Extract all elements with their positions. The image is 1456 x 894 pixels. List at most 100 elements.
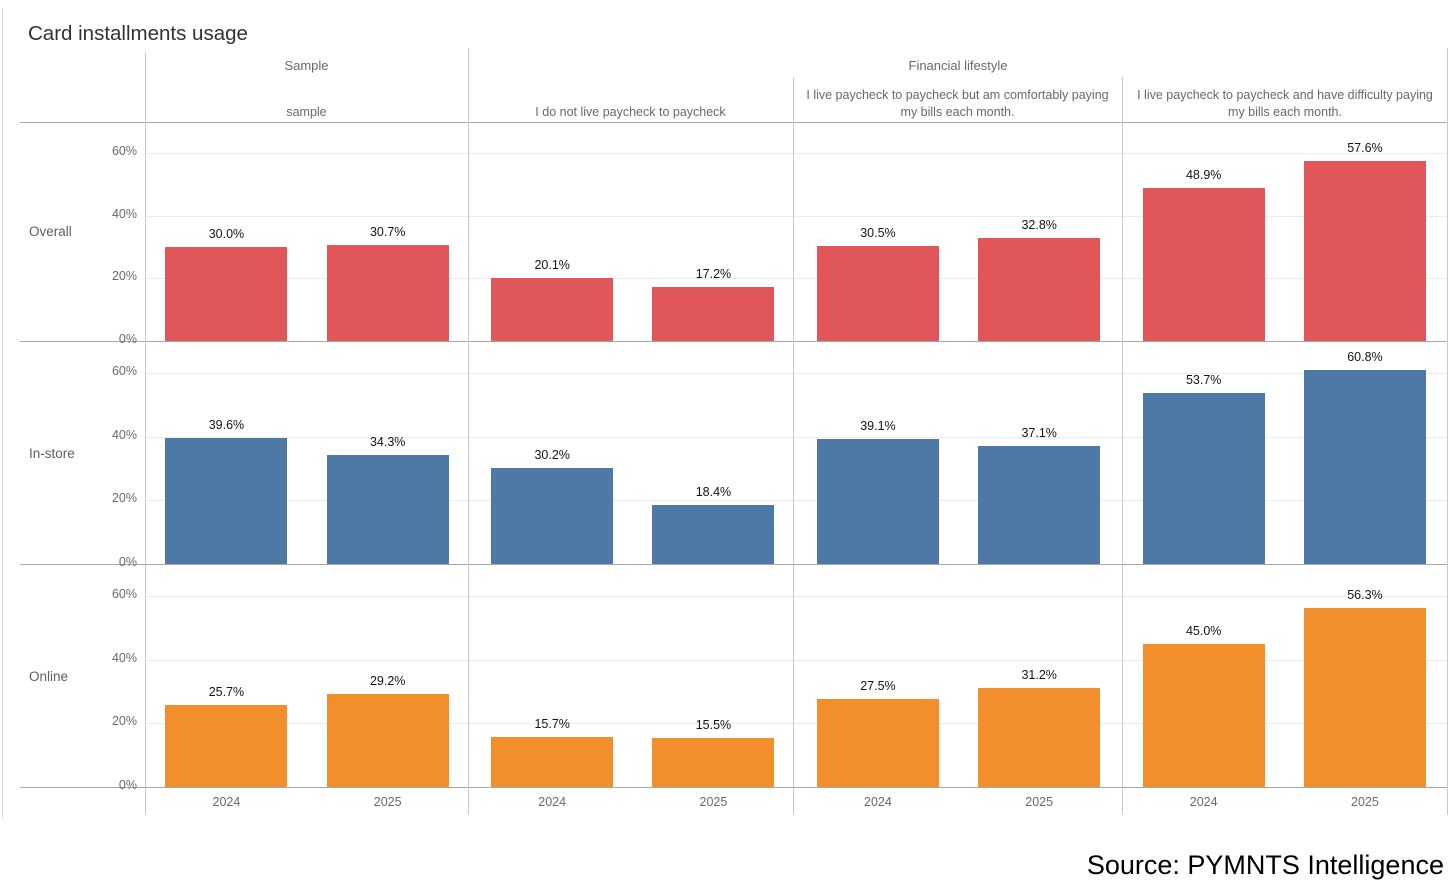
column-divider-line — [145, 52, 146, 815]
gridline — [145, 659, 1448, 661]
bar-value-label: 30.5% — [860, 225, 896, 240]
bar-value-label: 48.9% — [1185, 168, 1222, 182]
bar — [652, 287, 775, 341]
y-tick-label: 60% — [111, 363, 137, 378]
column-subheader-sample: sample — [145, 74, 468, 120]
bar — [165, 437, 288, 564]
source-credit: Source: PYMNTS Intelligence — [1086, 850, 1444, 880]
column-divider-line — [1447, 48, 1448, 815]
bar — [816, 699, 939, 787]
row-label-overall: Overall — [29, 224, 72, 239]
row-separator-line — [20, 787, 1448, 788]
bar-value-label: 57.6% — [1347, 140, 1383, 155]
gridline — [145, 215, 1448, 217]
bar-value-label: 29.2% — [369, 673, 406, 688]
x-tick-label: 2024 — [864, 795, 892, 809]
bar — [165, 247, 288, 341]
column-subheader-paycheck-comfortable: I live paycheck to paycheck but am comfo… — [793, 74, 1122, 120]
column-subheader-text: sample — [286, 104, 327, 119]
bar — [491, 278, 614, 341]
bar — [326, 244, 449, 341]
row-separator-line — [20, 122, 1448, 123]
x-tick-label: 2024 — [1189, 795, 1218, 809]
bar-value-label: 39.6% — [208, 417, 245, 432]
left-border-line — [2, 8, 3, 818]
chart-title: Card installments usage — [28, 22, 248, 45]
bar — [165, 705, 288, 787]
bar — [1142, 643, 1265, 787]
bar-value-label: 25.7% — [208, 685, 245, 700]
bar-value-label: 30.0% — [208, 227, 245, 242]
bar-value-label: 34.3% — [369, 434, 406, 449]
row-separator-line — [20, 341, 1448, 342]
bar — [1303, 607, 1426, 787]
y-tick-label: 20% — [111, 491, 137, 506]
gridline — [145, 500, 1448, 502]
bar — [326, 693, 449, 787]
bar-value-label: 39.1% — [860, 419, 896, 434]
column-divider-line — [793, 77, 794, 815]
bar-value-label: 60.8% — [1347, 350, 1383, 365]
y-tick-label: 60% — [111, 144, 137, 159]
bar — [1142, 188, 1265, 341]
bar-value-label: 56.3% — [1347, 587, 1383, 602]
bar — [491, 736, 614, 787]
column-subheader-text: I live paycheck to paycheck and have dif… — [1137, 88, 1433, 119]
gridline — [145, 278, 1448, 280]
column-subheader-text: I live paycheck to paycheck but am comfo… — [806, 88, 1109, 119]
bar-value-label: 17.2% — [695, 267, 732, 282]
x-tick-label: 2025 — [373, 795, 402, 809]
bar — [326, 454, 449, 564]
y-tick-label: 0% — [118, 555, 137, 569]
x-tick-label: 2024 — [212, 795, 241, 809]
x-tick-label: 2025 — [1025, 795, 1054, 809]
row-separator-line — [20, 564, 1448, 565]
y-tick-label: 40% — [111, 427, 137, 442]
bar — [491, 467, 614, 564]
row-label-online: Online — [29, 669, 69, 684]
bar-value-label: 15.5% — [695, 717, 732, 732]
bar — [1303, 370, 1426, 564]
bar — [652, 737, 775, 787]
y-tick-label: 0% — [118, 332, 137, 346]
row-label-in-store: In-store — [29, 446, 75, 461]
bar-value-label: 45.0% — [1185, 623, 1222, 638]
gridline — [145, 436, 1448, 438]
column-divider-line — [468, 48, 469, 815]
bar — [1303, 160, 1426, 341]
bar — [816, 439, 939, 564]
column-subheader-text: I do not live paycheck to paycheck — [535, 104, 726, 119]
bar-value-label: 37.1% — [1021, 425, 1057, 440]
bar-value-label: 18.4% — [695, 485, 732, 500]
gridline — [145, 372, 1448, 374]
y-tick-label: 0% — [118, 778, 137, 792]
x-tick-label: 2025 — [1351, 795, 1379, 809]
y-tick-label: 60% — [111, 586, 137, 601]
y-tick-label: 20% — [111, 714, 137, 729]
bar-value-label: 30.7% — [369, 224, 406, 239]
bar-value-label: 20.1% — [534, 258, 570, 273]
y-tick-label: 40% — [111, 206, 137, 221]
bar — [978, 238, 1101, 341]
bar — [978, 687, 1101, 787]
gridline — [145, 153, 1448, 155]
column-subheader-paycheck-difficulty: I live paycheck to paycheck and have dif… — [1122, 74, 1448, 120]
column-subheader-not-paycheck: I do not live paycheck to paycheck — [468, 74, 793, 120]
bar-value-label: 32.8% — [1021, 218, 1057, 233]
bar — [652, 505, 775, 564]
bar-value-label: 27.5% — [860, 679, 896, 694]
gridline — [145, 595, 1448, 597]
bar — [978, 445, 1101, 564]
bar-value-label: 31.2% — [1021, 667, 1057, 682]
y-tick-label: 40% — [111, 650, 137, 665]
column-group-header-financial-lifestyle: Financial lifestyle — [908, 58, 1008, 73]
bar — [1142, 392, 1265, 564]
bar-value-label: 30.2% — [534, 447, 570, 462]
x-tick-label: 2024 — [538, 795, 567, 809]
column-divider-line — [1122, 77, 1123, 815]
column-group-header-sample: Sample — [284, 58, 329, 73]
gridline — [145, 723, 1448, 725]
bar-value-label: 53.7% — [1185, 372, 1222, 387]
bar-value-label: 15.7% — [534, 716, 570, 731]
